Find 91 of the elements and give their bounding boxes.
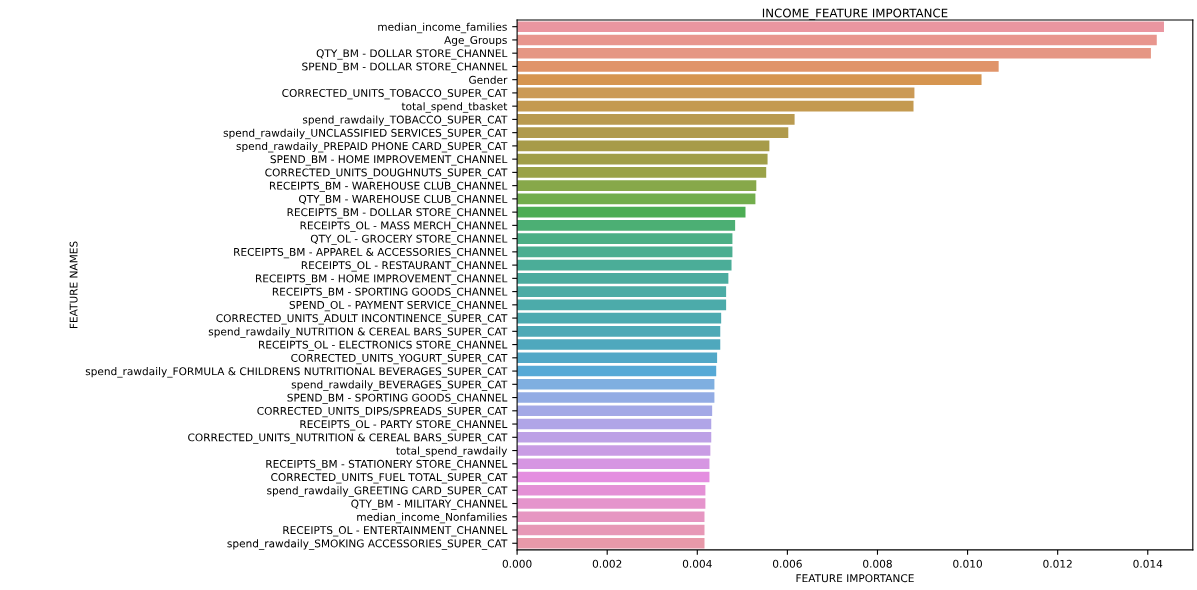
bar xyxy=(517,286,727,297)
bar xyxy=(517,246,733,258)
y-tick-label: RECEIPTS_OL - MASS MERCH_CHANNEL xyxy=(300,221,508,232)
bar xyxy=(517,537,705,549)
bar xyxy=(517,127,789,138)
x-tick-label: 0.008 xyxy=(863,559,892,568)
y-tick-label: spend_rawdaily_BEVERAGES_SUPER_CAT xyxy=(291,380,508,391)
y-tick-label: CORRECTED_UNITS_DOUGHNUTS_SUPER_CAT xyxy=(265,168,508,179)
bar xyxy=(517,193,756,205)
y-tick-label: SPEND_OL - PAYMENT SERVICE_CHANNEL xyxy=(289,300,508,312)
y-tick-label: spend_rawdaily_FORMULA & CHILDRENS NUTRITIONAL BEVERAGES_SUPER_CAT xyxy=(85,367,508,378)
y-tick-label: SPEND_BM - SPORTING GOODS_CHANNEL xyxy=(287,393,508,404)
bar xyxy=(517,100,914,112)
y-tick-label: total_spend_rawdaily xyxy=(396,446,508,458)
y-tick-label: QTY_BM - MILITARY_CHANNEL xyxy=(351,499,508,510)
y-tick-label: Gender xyxy=(469,75,508,84)
y-tick-label: RECEIPTS_BM - APPAREL & ACCESSORIES_CHANNEL xyxy=(234,247,508,259)
bar xyxy=(517,405,713,417)
y-tick-label: spend_rawdaily_PREPAID PHONE CARD_SUPER_CAT xyxy=(236,141,508,153)
y-tick-label: Age_Groups xyxy=(444,36,507,47)
y-tick-label: median_income_families xyxy=(378,22,507,34)
x-tick-label: 0.012 xyxy=(1043,559,1072,568)
y-tick-label: QTY_BM - DOLLAR STORE_CHANNEL xyxy=(316,49,508,60)
bar xyxy=(517,524,705,536)
y-tick-label: RECEIPTS_OL - RESTAURANT_CHANNEL xyxy=(301,261,508,272)
bar xyxy=(517,312,722,324)
bar xyxy=(517,47,1151,59)
y-tick-label: SPEND_BM - HOME IMPROVEMENT_CHANNEL xyxy=(270,155,508,166)
bar xyxy=(517,259,732,271)
bar xyxy=(517,352,718,364)
y-tick-label: spend_rawdaily_TOBACCO_SUPER_CAT xyxy=(302,115,508,126)
bar xyxy=(517,379,715,390)
bar xyxy=(517,114,795,125)
bar xyxy=(517,34,1157,46)
y-tick-label: total_spend_tbasket xyxy=(401,102,508,113)
y-tick-label: RECEIPTS_OL - PARTY STORE_CHANNEL xyxy=(300,420,508,431)
x-tick-label: 0.010 xyxy=(953,559,982,568)
bar xyxy=(517,418,712,430)
y-tick-label: spend_rawdaily_UNCLASSIFIED SERVICES_SUPER_CAT xyxy=(223,128,508,140)
y-tick-label: median_income_Nonfamilies xyxy=(357,512,507,524)
y-tick-label: spend_rawdaily_SMOKING ACCESSORIES_SUPER_CAT xyxy=(227,539,508,550)
bar xyxy=(517,74,982,85)
y-tick-label: QTY_BM - WAREHOUSE CLUB_CHANNEL xyxy=(299,194,508,206)
y-tick-label: CORRECTED_UNITS_NUTRITION & CEREAL BARS_SUPER_CAT xyxy=(188,433,508,444)
x-tick-label: 0.006 xyxy=(772,559,802,568)
y-tick-label: CORRECTED_UNITS_TOBACCO_SUPER_CAT xyxy=(282,88,508,100)
bar xyxy=(517,445,711,456)
bar xyxy=(517,140,770,152)
bar xyxy=(517,206,746,218)
bar xyxy=(517,153,768,165)
bar xyxy=(517,233,733,244)
y-tick-label: RECEIPTS_OL - ELECTRONICS STORE_CHANNEL xyxy=(259,340,508,351)
bar xyxy=(517,432,712,443)
y-tick-label: RECEIPTS_BM - SPORTING GOODS_CHANNEL xyxy=(272,287,508,298)
bar xyxy=(517,511,705,523)
y-tick-label: CORRECTED_UNITS_DIPS/SPREADS_SUPER_CAT xyxy=(257,406,508,418)
bar xyxy=(517,167,767,178)
y-tick-label: spend_rawdaily_GREETING CARD_SUPER_CAT xyxy=(267,486,508,497)
chart-title: INCOME_FEATURE IMPORTANCE xyxy=(762,8,948,21)
y-tick-label: RECEIPTS_OL - ENTERTAINMENT_CHANNEL xyxy=(283,526,508,537)
y-tick-label: SPEND_BM - DOLLAR STORE_CHANNEL xyxy=(302,62,508,73)
x-axis-title: FEATURE IMPORTANCE xyxy=(796,574,914,583)
y-axis-title: FEATURE NAMES xyxy=(69,241,78,329)
x-tick-label: 0.014 xyxy=(1133,559,1163,568)
x-tick-label: 0.002 xyxy=(592,559,622,568)
bar xyxy=(517,392,715,403)
bar xyxy=(517,273,729,284)
bar xyxy=(517,458,710,470)
bar xyxy=(517,365,717,377)
bar xyxy=(517,87,915,99)
y-tick-label: RECEIPTS_BM - WAREHOUSE CLUB_CHANNEL xyxy=(269,181,508,193)
bar xyxy=(517,180,757,191)
bar xyxy=(517,471,710,483)
y-tick-label: RECEIPTS_BM - DOLLAR STORE_CHANNEL xyxy=(287,208,508,219)
x-tick-label: 0.004 xyxy=(682,559,712,568)
x-tick-label: 0.000 xyxy=(502,559,532,568)
y-tick-label: CORRECTED_UNITS_ADULT INCONTINENCE_SUPER_CAT xyxy=(216,314,508,325)
bar xyxy=(517,220,736,231)
bar xyxy=(517,326,721,337)
bar xyxy=(517,339,721,350)
bar xyxy=(517,21,1164,32)
bar xyxy=(517,299,727,311)
y-tick-label: RECEIPTS_BM - HOME IMPROVEMENT_CHANNEL xyxy=(256,274,508,285)
bar xyxy=(517,61,999,72)
y-tick-label: spend_rawdaily_NUTRITION & CEREAL BARS_SUPER_CAT xyxy=(208,327,508,338)
y-tick-label: RECEIPTS_BM - STATIONERY STORE_CHANNEL xyxy=(266,459,508,471)
y-tick-label: QTY_OL - GROCERY STORE_CHANNEL xyxy=(310,234,508,246)
bar xyxy=(517,484,706,496)
y-tick-label: CORRECTED_UNITS_FUEL TOTAL_SUPER_CAT xyxy=(271,473,508,484)
y-tick-label: CORRECTED_UNITS_YOGURT_SUPER_CAT xyxy=(291,353,508,365)
bar xyxy=(517,498,706,509)
